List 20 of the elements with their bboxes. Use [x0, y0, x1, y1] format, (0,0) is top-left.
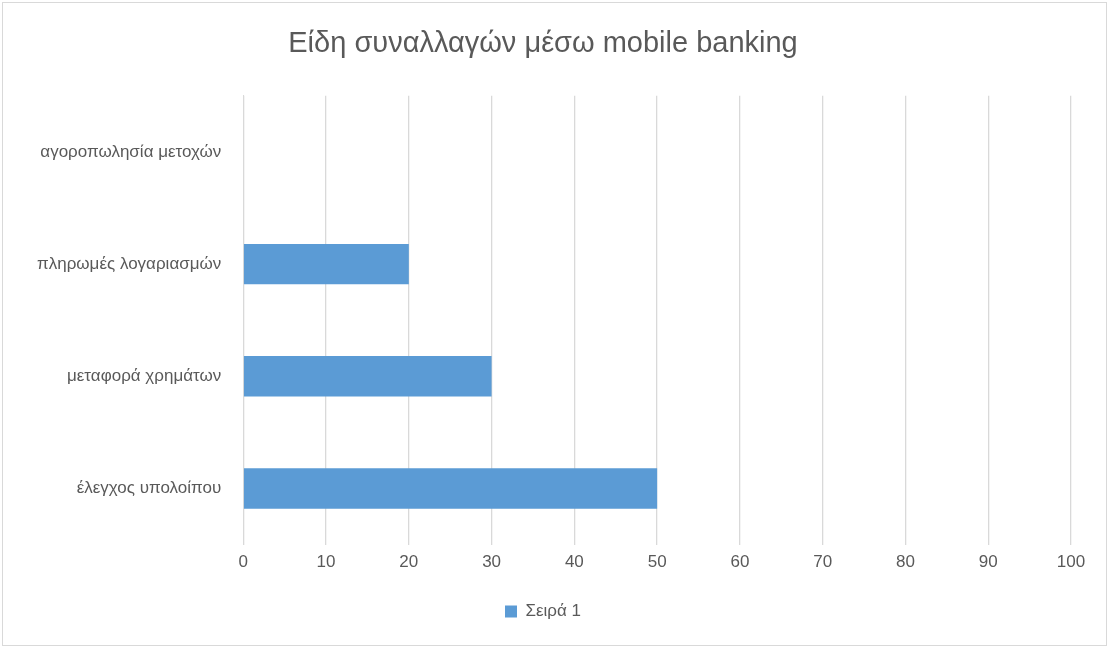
y-tick-label: αγοροπωλησία μετοχών	[40, 141, 222, 161]
x-tick-label: 10	[316, 552, 336, 572]
x-tick-label: 90	[978, 552, 998, 572]
x-tick-label: 80	[895, 552, 915, 572]
x-tick-label: 100	[1056, 552, 1086, 572]
bar	[243, 243, 409, 285]
x-tick-label: 40	[564, 552, 584, 572]
y-tick-label: μεταφορά χρημάτων	[66, 365, 222, 385]
x-tick-label: 70	[813, 552, 833, 572]
x-tick-label: 20	[399, 552, 419, 572]
x-tick-label: 60	[730, 552, 750, 572]
bar	[243, 468, 658, 509]
y-tick-label: πληρωμές λογαριασμών	[37, 253, 222, 273]
x-tick-label: 50	[647, 552, 667, 572]
legend-label: Σειρά 1	[525, 601, 582, 621]
x-tick-label: 0	[238, 552, 249, 572]
chart-title: Είδη συναλλαγών μέσω mobile banking	[288, 26, 798, 59]
x-tick-label: 30	[482, 552, 502, 572]
y-tick-label: έλεγχος υπολοίπου	[76, 478, 222, 498]
bar	[243, 356, 492, 397]
